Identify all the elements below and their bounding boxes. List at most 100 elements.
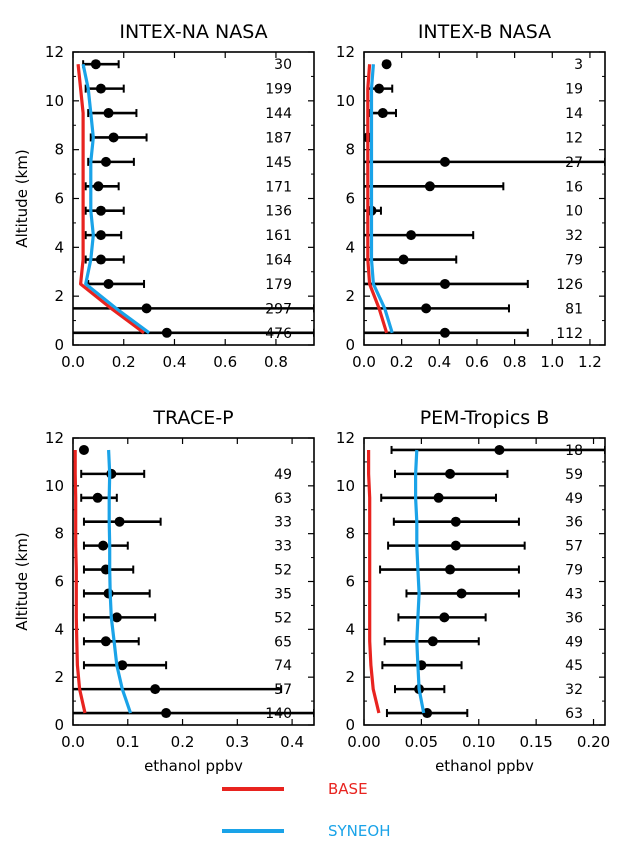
sample-count: 65 [274,634,292,650]
y-tick-label: 12 [45,43,64,61]
data-point [427,636,438,647]
y-tick-label: 2 [54,287,64,305]
data-point [95,205,106,216]
sample-count: 14 [565,106,583,122]
sample-count: 12 [565,130,583,146]
sample-count: 74 [274,658,292,674]
sample-count: 16 [565,179,583,195]
x-tick-label: 0.2 [390,353,414,371]
base-series-line [366,64,389,334]
panel-title: INTEX-B NASA [418,21,551,43]
y-tick-label: 4 [54,620,64,638]
sample-count: 35 [274,586,292,602]
sample-count: 136 [265,204,292,220]
sample-count: 144 [265,106,292,122]
x-tick-label: 0.4 [427,353,451,371]
panel-title: INTEX-NA NASA [119,21,267,43]
y-tick-label: 2 [345,287,355,305]
sample-count: 171 [265,179,292,195]
x-tick-label: 0.6 [465,353,489,371]
legend: BASE SYNEOH [222,780,390,840]
x-tick-label: 0.2 [171,733,195,751]
legend-label: SYNEOH [328,822,390,840]
panel-3: TRACE-P 0 2 4 6 8 10 12 0.0 0.1 0.2 0.3 0.4 Altitude … [13,407,315,775]
data-point [141,303,152,314]
sample-count: 476 [265,326,292,342]
x-tick-label: 0.20 [577,733,610,751]
sample-count: 112 [556,326,583,342]
data-point [108,132,119,143]
data-point [95,83,106,94]
sample-count: 140 [265,706,292,722]
data-point [100,636,111,647]
panel-title: TRACE-P [152,407,233,429]
y-axis-label: Altitude (km) [13,532,31,630]
y-tick-label: 10 [45,477,64,495]
sample-count: 36 [565,610,583,626]
y-tick-label: 6 [345,573,355,591]
data-point [450,516,461,527]
data-point [439,156,450,167]
data-point [90,59,101,70]
sample-count: 49 [274,467,292,483]
sample-count: 33 [274,539,292,555]
sample-count: 297 [265,301,292,317]
x-tick-label: 0.1 [116,733,140,751]
plot-area [364,59,605,338]
x-tick-label: 0.00 [347,733,380,751]
data-point [450,540,461,551]
data-point [374,83,385,94]
y-tick-label: 6 [54,190,64,208]
data-point [439,327,450,338]
y-tick-label: 10 [336,92,355,110]
data-point [161,327,172,338]
base-series-line [367,450,381,714]
data-point [377,108,388,119]
panel-2: INTEX-B NASA 0 2 4 6 8 10 12 0.0 0.2 0.4 0.6 0.8 1.0 1… [336,21,606,371]
data-point [95,254,106,265]
sample-count: 3 [574,57,583,73]
sample-count: 63 [274,491,292,507]
x-tick-label: 0.2 [112,353,136,371]
sample-count: 32 [565,682,583,698]
y-tick-label: 2 [345,668,355,686]
y-tick-label: 0 [345,336,355,354]
syneoh-series-line [107,449,133,714]
plot-area [367,444,605,719]
sample-count: 59 [565,467,583,483]
x-tick-label: 0.6 [213,353,237,371]
y-tick-label: 0 [54,336,64,354]
sample-count: 79 [565,253,583,269]
y-tick-label: 6 [345,190,355,208]
data-point [100,156,111,167]
panel-title: PEM-Tropics B [420,407,550,429]
syneoh-series-line [81,63,151,335]
sample-count: 187 [265,130,292,146]
x-tick-label: 0.0 [61,353,85,371]
sample-count: 27 [565,155,583,171]
data-point [439,612,450,623]
data-point [103,108,114,119]
data-point [445,564,456,575]
data-point [161,708,172,719]
sample-count: 164 [265,253,292,269]
sample-count: 161 [265,228,292,244]
data-point [445,468,456,479]
data-point [92,492,103,503]
data-point [439,278,450,289]
sample-count: 33 [274,515,292,531]
y-tick-label: 12 [336,429,355,447]
y-tick-label: 2 [54,668,64,686]
sample-count: 79 [565,563,583,579]
x-tick-label: 0.10 [462,733,495,751]
y-tick-label: 12 [45,429,64,447]
x-tick-label: 1.2 [578,353,602,371]
sample-count: 52 [274,563,292,579]
sample-count: 199 [265,82,292,98]
panel-1: INTEX-NA NASA 0 2 4 6 8 10 12 0.0 0.2 0.4 0.6 0.8 Alt… [13,21,315,371]
y-tick-label: 0 [54,716,64,734]
x-tick-label: 0.4 [280,733,304,751]
sample-count: 49 [565,634,583,650]
data-point [114,516,125,527]
legend-label: BASE [328,780,368,798]
